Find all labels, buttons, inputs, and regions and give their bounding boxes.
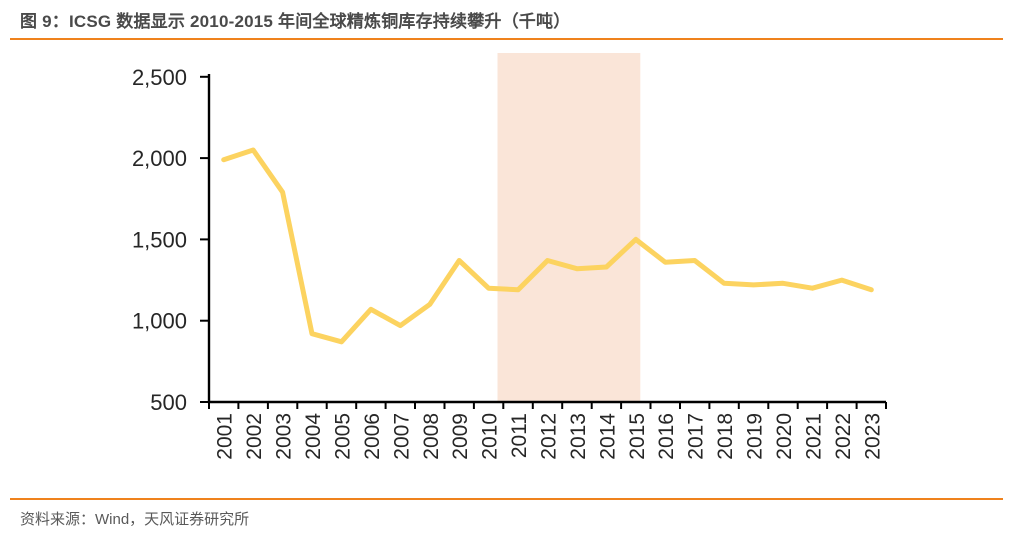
x-axis-label: 2005	[332, 413, 355, 460]
source-note: 资料来源：Wind，天风证券研究所	[20, 511, 250, 528]
x-axis-label: 2015	[626, 413, 649, 460]
y-axis-label: 2,500	[132, 65, 187, 90]
x-axis-label: 2016	[655, 413, 678, 460]
x-axis-label: 2007	[390, 413, 413, 460]
title-divider	[10, 38, 1003, 40]
x-axis-label: 2019	[744, 413, 767, 460]
x-axis-label: 2003	[273, 413, 296, 460]
highlight-band	[497, 53, 641, 402]
x-axis-label: 2002	[243, 413, 266, 460]
x-axis-label: 2018	[714, 413, 737, 460]
x-axis-label: 2022	[832, 413, 855, 460]
x-axis-label: 2006	[361, 413, 384, 460]
y-axis-label: 2,000	[132, 146, 187, 171]
x-axis-label: 2012	[538, 413, 561, 460]
x-axis-label: 2008	[420, 413, 443, 460]
y-axis-label: 500	[150, 390, 187, 415]
series-line	[221, 147, 874, 345]
y-axis-label: 1,000	[132, 309, 187, 334]
x-axis-label: 2020	[773, 413, 796, 460]
x-axis-label: 2011	[508, 413, 531, 458]
x-axis-label: 2010	[479, 413, 502, 460]
x-axis-label: 2021	[802, 413, 825, 460]
footer-divider	[10, 498, 1003, 500]
x-axis-label: 2001	[214, 413, 237, 460]
axis-lines	[207, 74, 886, 404]
figure-title: 图 9：ICSG 数据显示 2010-2015 年间全球精炼铜库存持续攀升（千吨…	[20, 12, 571, 31]
y-axis-label: 1,500	[132, 227, 187, 252]
x-axis-label: 2023	[861, 413, 884, 460]
x-axis-label: 2017	[685, 413, 708, 460]
x-axis-label: 2013	[567, 413, 590, 460]
x-axis-label: 2004	[302, 413, 325, 460]
x-axis-label: 2009	[449, 413, 472, 460]
x-axis-label: 2014	[596, 413, 619, 460]
